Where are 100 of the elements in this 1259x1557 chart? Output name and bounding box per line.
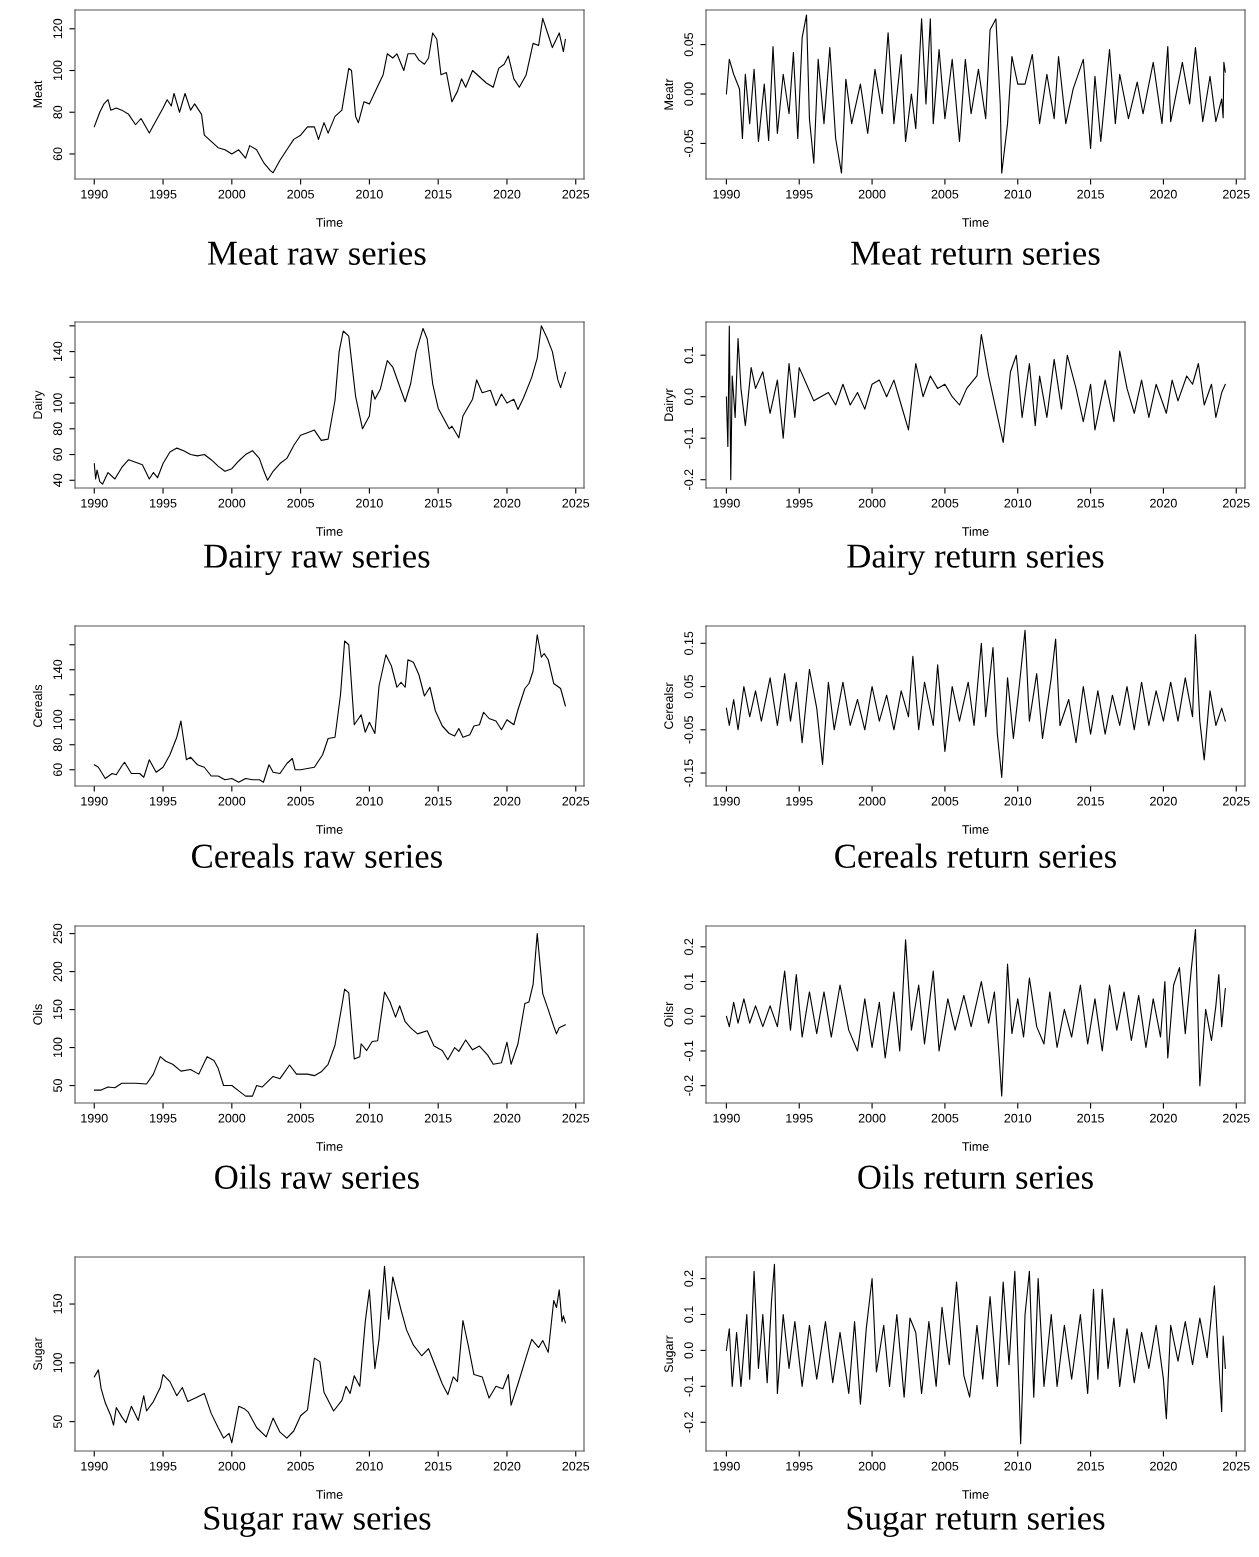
x-tick-label: 2015 <box>1077 1461 1104 1471</box>
y-tick-label: -0.05 <box>684 129 694 158</box>
text: Cereals raw series <box>192 843 442 868</box>
y-tick-label: 0.2 <box>684 938 694 956</box>
y-tick-label: 100 <box>53 1352 63 1373</box>
x-tick-label: 2015 <box>424 1461 452 1471</box>
x-tick-label: 2000 <box>858 189 886 199</box>
x-tick-label: 1995 <box>786 189 813 199</box>
x-tick-label: 2025 <box>1222 1461 1250 1471</box>
text: Meat raw series <box>208 241 426 265</box>
x-axis-title: Time <box>962 824 989 834</box>
x-tick-label: 1990 <box>713 189 740 199</box>
x-tick-label: 2025 <box>1222 189 1250 199</box>
line-series <box>725 1263 1226 1445</box>
x-tick-label: 1995 <box>150 189 177 199</box>
y-axis-title: Oilsr <box>663 1001 674 1027</box>
x-tick-label: 2015 <box>424 796 452 806</box>
y-tick-label: 80 <box>53 105 63 119</box>
y-tick-label: 60 <box>53 448 63 461</box>
x-tick-label: 2000 <box>218 189 246 199</box>
y-tick-label: 0.1 <box>684 1306 694 1323</box>
x-tick-label: 1995 <box>786 1113 813 1123</box>
x-tick-label: 2015 <box>1077 189 1104 199</box>
line-series <box>93 1265 566 1444</box>
x-tick-label: 2010 <box>1004 1461 1032 1471</box>
x-tick-label: 1990 <box>81 1113 108 1123</box>
x-tick-label: 1995 <box>786 498 813 508</box>
x-tick-label: 2000 <box>218 1113 246 1123</box>
line-series <box>93 325 566 485</box>
y-tick-label: 0.0 <box>684 1342 694 1359</box>
x-tick-label: 2005 <box>287 796 314 806</box>
y-tick-label: 150 <box>53 1294 63 1314</box>
y-tick-label: 100 <box>53 393 63 413</box>
x-tick-label: 2015 <box>424 189 452 199</box>
y-tick-label: -0.15 <box>684 759 694 787</box>
y-tick-label: 0.05 <box>684 674 694 699</box>
text: Dairy return series <box>847 544 1104 575</box>
x-tick-label: 2025 <box>562 796 590 806</box>
y-axis-title: Meat <box>33 80 43 108</box>
x-tick-label: 2020 <box>493 189 521 199</box>
x-tick-label: 1995 <box>150 1461 177 1471</box>
y-tick-label: 60 <box>53 763 63 777</box>
x-tick-label: 2025 <box>562 1461 590 1471</box>
y-tick-label: 0.0 <box>684 388 694 405</box>
x-axis-title: Time <box>962 1141 989 1151</box>
y-axis-title: Dairy <box>32 390 45 419</box>
x-tick-label: 2000 <box>218 1461 246 1471</box>
y-tick-label: 80 <box>53 422 63 436</box>
x-tick-label: 1995 <box>786 1461 813 1471</box>
y-tick-label: 0.15 <box>684 631 694 655</box>
x-tick-label: 2020 <box>1150 796 1177 806</box>
y-axis-title: Cerealsr <box>663 682 674 729</box>
x-tick-label: 2000 <box>858 498 886 508</box>
x-tick-label: 2005 <box>931 1113 959 1123</box>
x-axis-title: Time <box>962 217 989 227</box>
x-tick-label: 2005 <box>931 189 959 199</box>
line-series <box>93 933 566 1097</box>
x-tick-label: 2015 <box>424 1113 452 1123</box>
y-tick-label: 120 <box>53 18 63 39</box>
x-tick-label: 2025 <box>1222 1113 1250 1123</box>
x-tick-label: 2005 <box>287 1461 314 1471</box>
x-tick-label: 1990 <box>81 796 108 806</box>
y-tick-label: -0.2 <box>684 1412 694 1433</box>
y-tick-label: 150 <box>53 999 63 1020</box>
y-tick-label: 100 <box>53 60 63 80</box>
y-axis-title: Dairyr <box>663 388 676 421</box>
x-tick-label: 2005 <box>931 796 959 806</box>
line-series <box>93 634 566 783</box>
x-tick-label: 1990 <box>713 1113 740 1123</box>
x-tick-label: 2010 <box>1004 189 1032 199</box>
x-axis-title: Time <box>962 526 989 536</box>
y-tick-label: 0.0 <box>684 1008 694 1025</box>
y-tick-label: 100 <box>53 709 63 730</box>
y-tick-label: -0.2 <box>684 469 694 490</box>
y-tick-label: 50 <box>53 1079 63 1092</box>
y-tick-label: -0.05 <box>684 716 694 744</box>
x-tick-label: 2000 <box>218 498 246 508</box>
x-tick-label: 2025 <box>1222 796 1250 806</box>
x-tick-label: 2020 <box>1150 498 1177 508</box>
x-tick-label: 2015 <box>1077 796 1104 806</box>
x-tick-label: 1995 <box>150 498 177 508</box>
x-axis-title: Time <box>316 217 343 227</box>
y-axis-title: Cereals <box>32 684 43 727</box>
x-tick-label: 2000 <box>858 1113 886 1123</box>
x-tick-label: 2020 <box>493 796 521 806</box>
x-tick-label: 2005 <box>287 498 314 508</box>
line-series <box>725 928 1226 1097</box>
x-tick-label: 2010 <box>1004 1113 1032 1123</box>
x-tick-label: 2005 <box>287 1113 314 1123</box>
x-tick-label: 2020 <box>493 1113 521 1123</box>
x-tick-label: 1995 <box>150 1113 177 1123</box>
x-tick-label: 2020 <box>1150 1113 1177 1123</box>
x-tick-label: 2000 <box>858 796 886 806</box>
y-tick-label: 140 <box>53 341 63 362</box>
text: Sugar return series <box>847 1506 1105 1537</box>
y-axis-title: Meatr <box>664 78 674 110</box>
x-axis-title: Time <box>316 526 343 536</box>
y-tick-label: 250 <box>53 923 63 944</box>
y-axis-title: Sugarr <box>664 1335 676 1373</box>
x-tick-label: 2025 <box>562 189 590 199</box>
